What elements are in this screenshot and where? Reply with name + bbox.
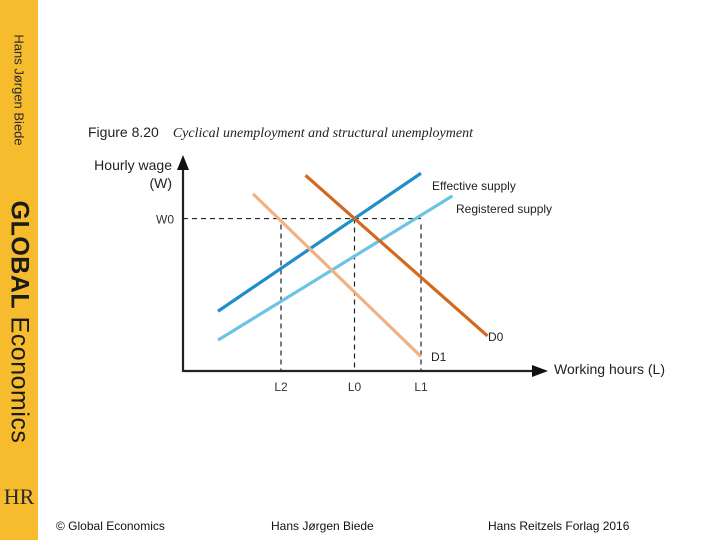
series-lines [217, 171, 489, 358]
footer-author: Hans Jørgen Biede [271, 519, 374, 533]
x-label-l0: L0 [348, 380, 362, 394]
series-line-d0 [304, 174, 489, 338]
x-axis-arrow [532, 365, 548, 377]
y-axis-arrow [177, 155, 189, 170]
footer-publisher: Hans Reitzels Forlag 2016 [488, 519, 630, 533]
footer-copyright: © Global Economics [56, 519, 165, 533]
figure-caption: Cyclical unemployment and structural une… [172, 126, 473, 141]
x-axis-label: Working hours (L) [554, 361, 665, 377]
series-label-registered-supply: Registered supply [456, 202, 552, 216]
series-line-registered-supply [217, 194, 454, 342]
x-label-l1: L1 [414, 380, 428, 394]
reference-lines [183, 217, 422, 371]
series-line-effective-supply [217, 171, 422, 313]
y-axis-label-line1: Hourly wage [94, 157, 172, 173]
x-label-l2: L2 [274, 380, 288, 394]
y-axis-label-line2: (W) [149, 175, 172, 191]
series-line-d1 [251, 192, 423, 358]
w0-label: W0 [156, 213, 174, 227]
figure-number: Figure 8.20 [88, 124, 159, 140]
series-label-d1: D1 [431, 350, 447, 364]
publisher-logo: HR [3, 484, 35, 509]
series-label-effective-supply: Effective supply [432, 179, 516, 193]
series-label-d0: D0 [488, 330, 504, 344]
sidebar-band: Hans Jørgen Biede GLOBAL Economics HR [0, 0, 38, 540]
figure-title: Figure 8.20 Cyclical unemployment and str… [88, 124, 473, 142]
chart-labels: W0 L2 L0 L1 Effective supply Registered suppl… [156, 179, 552, 394]
